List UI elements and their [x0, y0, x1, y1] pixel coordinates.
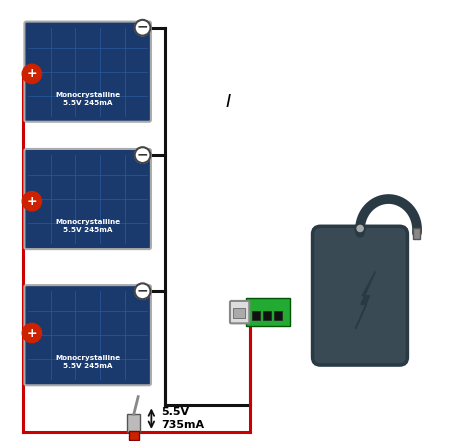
- FancyBboxPatch shape: [230, 301, 249, 324]
- FancyBboxPatch shape: [25, 149, 151, 249]
- Circle shape: [22, 324, 42, 343]
- Text: 5.5V: 5.5V: [161, 407, 189, 417]
- Circle shape: [357, 225, 363, 232]
- FancyBboxPatch shape: [312, 226, 408, 365]
- Circle shape: [22, 191, 42, 211]
- Bar: [264, 311, 271, 320]
- Bar: [128, 431, 139, 440]
- Text: Monocrystalline
5.5V 245mA: Monocrystalline 5.5V 245mA: [55, 355, 120, 369]
- Text: −: −: [137, 283, 148, 297]
- Circle shape: [355, 223, 365, 234]
- Text: Monocrystalline
5.5V 245mA: Monocrystalline 5.5V 245mA: [55, 92, 120, 106]
- Text: +: +: [27, 67, 37, 80]
- FancyBboxPatch shape: [25, 285, 151, 385]
- Bar: [274, 311, 282, 320]
- Text: −: −: [137, 20, 148, 34]
- Bar: [246, 298, 290, 326]
- Circle shape: [135, 147, 150, 163]
- Text: +: +: [27, 327, 37, 339]
- FancyBboxPatch shape: [25, 22, 151, 122]
- Text: I: I: [226, 93, 231, 111]
- Polygon shape: [356, 271, 375, 328]
- Bar: [252, 311, 260, 320]
- Bar: [127, 414, 140, 432]
- Text: −: −: [137, 147, 148, 161]
- Circle shape: [22, 64, 42, 84]
- Bar: [413, 229, 420, 240]
- Bar: [233, 308, 246, 318]
- Circle shape: [135, 20, 150, 36]
- Text: Monocrystalline
5.5V 245mA: Monocrystalline 5.5V 245mA: [55, 219, 120, 233]
- Circle shape: [135, 283, 150, 299]
- Text: +: +: [27, 195, 37, 208]
- Text: 735mA: 735mA: [161, 420, 204, 430]
